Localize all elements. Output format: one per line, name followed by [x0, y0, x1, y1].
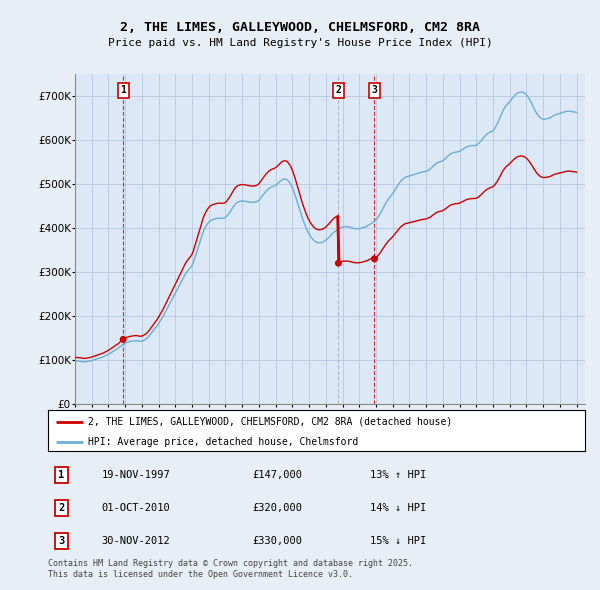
- Text: Price paid vs. HM Land Registry's House Price Index (HPI): Price paid vs. HM Land Registry's House …: [107, 38, 493, 48]
- Text: 2: 2: [58, 503, 65, 513]
- Point: [118, 335, 128, 344]
- Text: £320,000: £320,000: [252, 503, 302, 513]
- Text: 2, THE LIMES, GALLEYWOOD, CHELMSFORD, CM2 8RA: 2, THE LIMES, GALLEYWOOD, CHELMSFORD, CM…: [120, 21, 480, 34]
- Text: 1: 1: [120, 86, 126, 95]
- Text: 01-OCT-2010: 01-OCT-2010: [102, 503, 170, 513]
- Text: 2, THE LIMES, GALLEYWOOD, CHELMSFORD, CM2 8RA (detached house): 2, THE LIMES, GALLEYWOOD, CHELMSFORD, CM…: [88, 417, 452, 427]
- Text: HPI: Average price, detached house, Chelmsford: HPI: Average price, detached house, Chel…: [88, 437, 359, 447]
- Text: 3: 3: [58, 536, 65, 546]
- Text: 3: 3: [371, 86, 377, 95]
- Text: 2: 2: [335, 86, 341, 95]
- Text: 30-NOV-2012: 30-NOV-2012: [102, 536, 170, 546]
- Text: 14% ↓ HPI: 14% ↓ HPI: [370, 503, 427, 513]
- Text: 1: 1: [58, 470, 65, 480]
- Text: 15% ↓ HPI: 15% ↓ HPI: [370, 536, 427, 546]
- Point: [334, 258, 343, 268]
- Point: [370, 254, 379, 264]
- Text: £330,000: £330,000: [252, 536, 302, 546]
- Text: Contains HM Land Registry data © Crown copyright and database right 2025.
This d: Contains HM Land Registry data © Crown c…: [48, 559, 413, 579]
- Text: 13% ↑ HPI: 13% ↑ HPI: [370, 470, 427, 480]
- Text: £147,000: £147,000: [252, 470, 302, 480]
- Text: 19-NOV-1997: 19-NOV-1997: [102, 470, 170, 480]
